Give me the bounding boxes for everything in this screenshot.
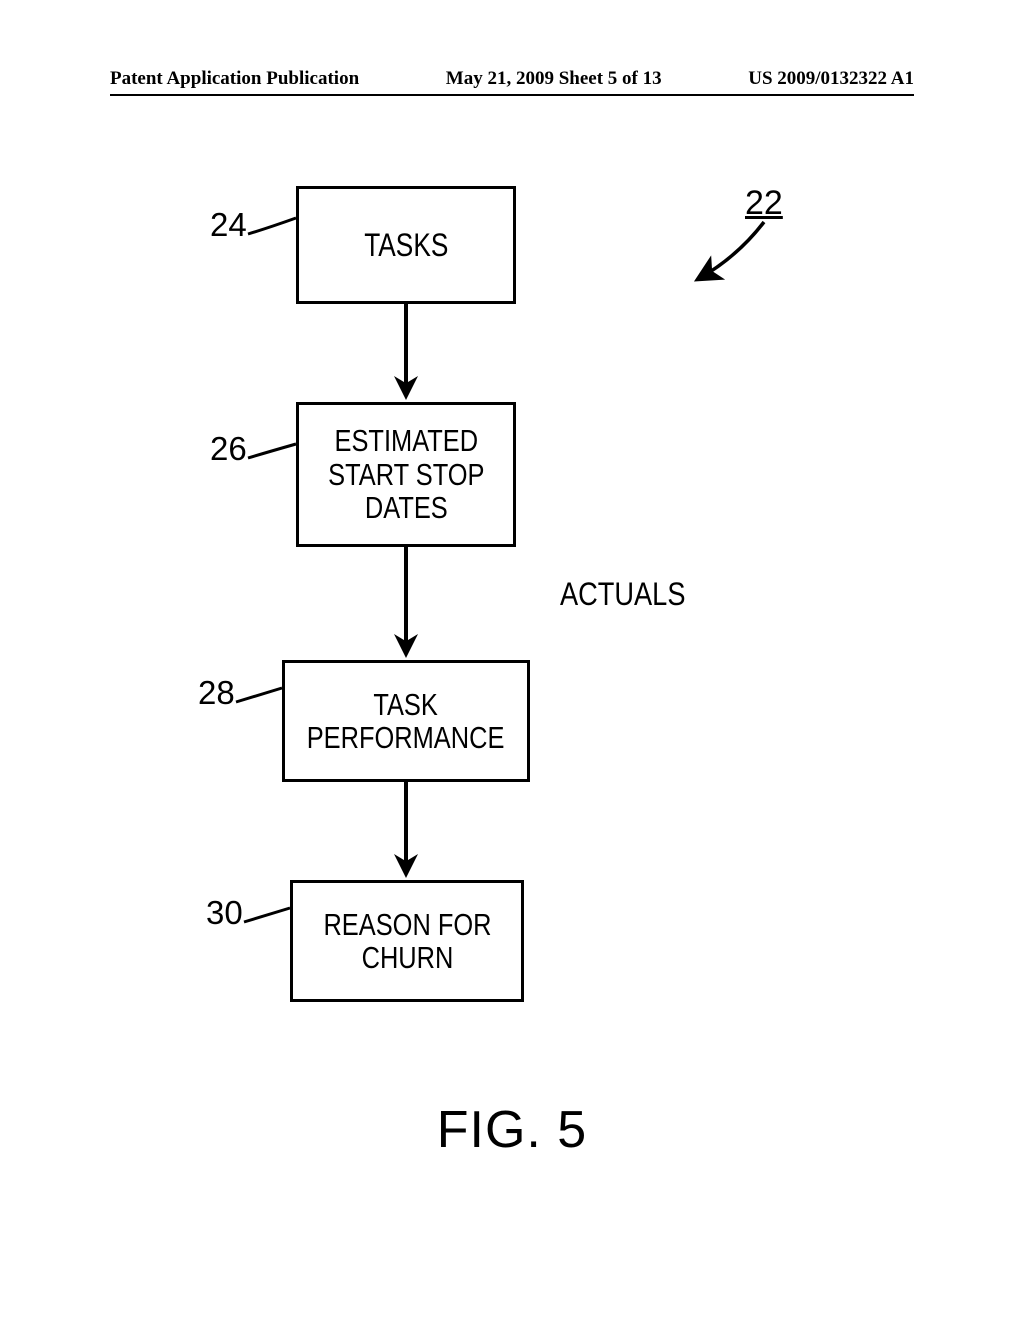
ref-label-30: 30 xyxy=(206,894,243,932)
ref-label-22: 22 xyxy=(745,184,783,223)
ref-label-28: 28 xyxy=(198,674,235,712)
ref-label-24: 24 xyxy=(210,206,247,244)
ref-label-26: 26 xyxy=(210,430,247,468)
page: Patent Application Publication May 21, 2… xyxy=(0,0,1024,1320)
figure-caption: FIG. 5 xyxy=(0,1100,1024,1160)
actuals-label: ACTUALS xyxy=(560,576,685,613)
